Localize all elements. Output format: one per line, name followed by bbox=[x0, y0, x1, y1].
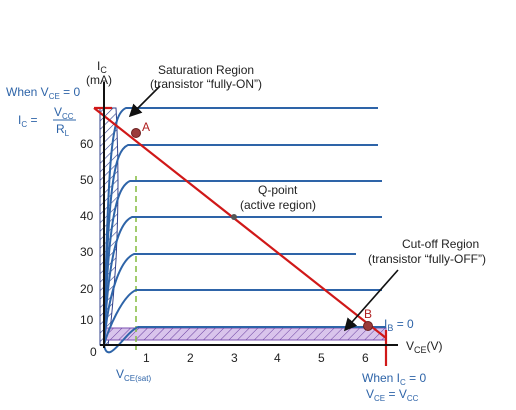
vce-vcc-equation: VCE = VCC bbox=[366, 387, 419, 403]
point-a-marker bbox=[131, 128, 141, 138]
saturation-title: Saturation Region bbox=[158, 63, 254, 77]
x-tick-label: 2 bbox=[187, 351, 194, 365]
y-axis-unit: (mA) bbox=[86, 73, 112, 87]
y-axis-label: IC bbox=[97, 59, 107, 75]
origin-label: 0 bbox=[90, 345, 97, 359]
cutoff-region-hatch bbox=[104, 328, 386, 340]
x-tick-label: 5 bbox=[318, 351, 325, 365]
cutoff-arrow bbox=[343, 269, 399, 332]
ib-zero-label: IB = 0 bbox=[384, 317, 414, 333]
y-tick-labels: 10 20 30 40 50 60 bbox=[80, 137, 94, 327]
x-tick-labels: 1 2 3 4 5 6 bbox=[143, 351, 369, 365]
q-point-subtitle: (active region) bbox=[240, 198, 316, 212]
x-tick-label: 6 bbox=[362, 351, 369, 365]
when-ic-zero-label: When IC = 0 bbox=[362, 371, 426, 387]
point-b-marker bbox=[363, 321, 373, 331]
x-tick-label: 1 bbox=[143, 351, 150, 365]
ib-curve bbox=[103, 253, 356, 346]
y-tick-label: 50 bbox=[80, 173, 94, 187]
ic-equation-left: IC = bbox=[18, 113, 37, 129]
y-tick-label: 60 bbox=[80, 137, 94, 151]
characteristic-curves bbox=[103, 107, 386, 354]
ib-curve bbox=[103, 289, 382, 346]
saturation-subtitle: (transistor “fully-ON”) bbox=[150, 77, 262, 91]
x-axis-label: VCE(V) bbox=[406, 339, 443, 355]
cutoff-subtitle: (transistor “fully-OFF”) bbox=[368, 252, 486, 266]
cutoff-title: Cut-off Region bbox=[402, 237, 479, 251]
y-tick-label: 40 bbox=[80, 209, 94, 223]
ib-curve bbox=[103, 107, 378, 346]
point-b-label: B bbox=[364, 307, 372, 321]
y-tick-label: 30 bbox=[80, 245, 94, 259]
ic-fraction-denominator: RL bbox=[56, 122, 70, 138]
ib-curve bbox=[103, 216, 382, 346]
q-point-title: Q-point bbox=[258, 183, 298, 197]
x-tick-label: 4 bbox=[274, 351, 281, 365]
point-a-label: A bbox=[142, 120, 150, 134]
saturation-arrow bbox=[128, 85, 161, 118]
y-tick-label: 10 bbox=[80, 313, 94, 327]
y-tick-label: 20 bbox=[80, 282, 94, 296]
ib-curve bbox=[103, 180, 382, 346]
q-point-marker bbox=[231, 214, 237, 220]
when-vce-zero-label: When VCE = 0 bbox=[6, 85, 80, 101]
ic-fraction-numerator: VCC bbox=[54, 105, 74, 121]
load-line bbox=[93, 107, 387, 339]
x-tick-label: 3 bbox=[231, 351, 238, 365]
vce-sat-label: VCE(sat) bbox=[116, 367, 151, 383]
ib-curve bbox=[103, 144, 378, 346]
